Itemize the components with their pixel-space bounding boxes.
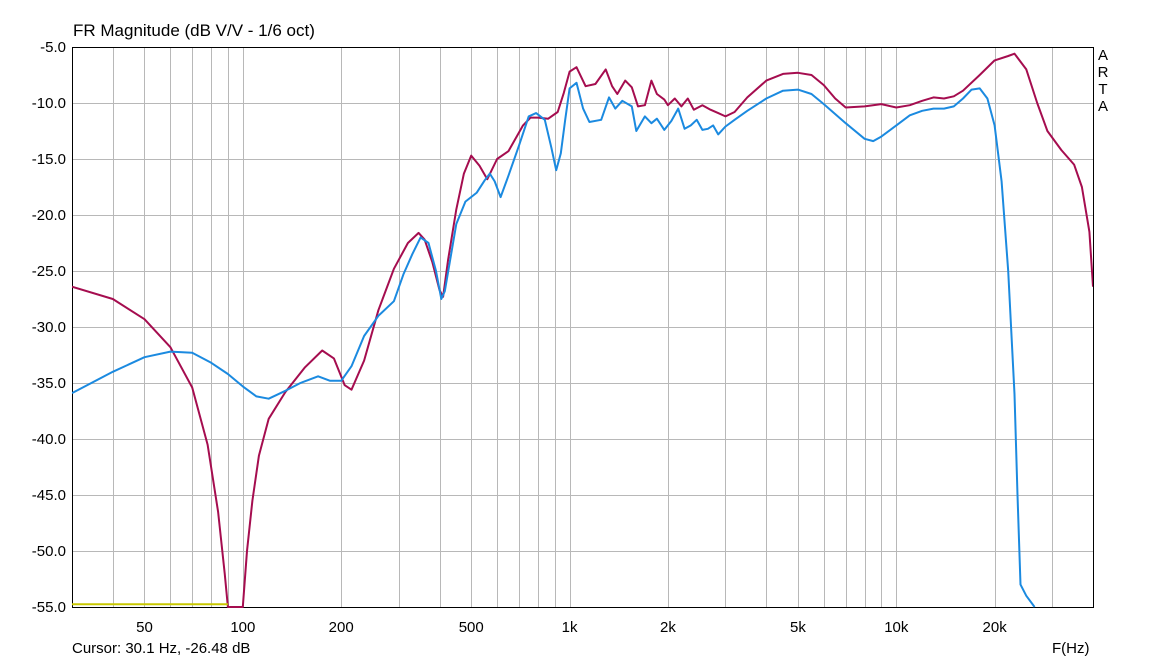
arta-letter: A bbox=[1097, 98, 1108, 115]
x-tick-label: 500 bbox=[459, 619, 484, 636]
y-tick-label: -55.0 bbox=[32, 599, 66, 616]
x-tick-label: 10k bbox=[884, 619, 909, 636]
x-tick-label: 50 bbox=[136, 619, 153, 636]
y-tick-label: -45.0 bbox=[32, 487, 66, 504]
y-tick-label: -30.0 bbox=[32, 319, 66, 336]
y-tick-label: -40.0 bbox=[32, 431, 66, 448]
x-tick-label: 200 bbox=[329, 619, 354, 636]
y-tick-label: -20.0 bbox=[32, 207, 66, 224]
y-tick-label: -5.0 bbox=[40, 39, 66, 56]
y-tick-label: -10.0 bbox=[32, 95, 66, 112]
arta-letter: A bbox=[1097, 47, 1108, 64]
x-tick-label: 1k bbox=[562, 619, 578, 636]
y-tick-label: -25.0 bbox=[32, 263, 66, 280]
arta-logo: A R T A bbox=[1096, 47, 1110, 115]
x-tick-label: 5k bbox=[790, 619, 806, 636]
y-tick-label: -15.0 bbox=[32, 151, 66, 168]
chart-title: FR Magnitude (dB V/V - 1/6 oct) bbox=[73, 21, 315, 40]
cursor-readout: Cursor: 30.1 Hz, -26.48 dB bbox=[72, 640, 251, 657]
arta-letter: R bbox=[1097, 64, 1109, 81]
y-tick-label: -50.0 bbox=[32, 543, 66, 560]
x-tick-label: 2k bbox=[660, 619, 676, 636]
plot-frame bbox=[72, 47, 1094, 608]
response-curve bbox=[72, 52, 1093, 608]
y-tick-label: -35.0 bbox=[32, 375, 66, 392]
response-curve bbox=[72, 81, 1036, 608]
x-tick-label: 20k bbox=[983, 619, 1008, 636]
x-axis-unit-label: F(Hz) bbox=[1052, 640, 1090, 657]
x-tick-label: 100 bbox=[230, 619, 255, 636]
arta-letter: T bbox=[1098, 81, 1108, 98]
